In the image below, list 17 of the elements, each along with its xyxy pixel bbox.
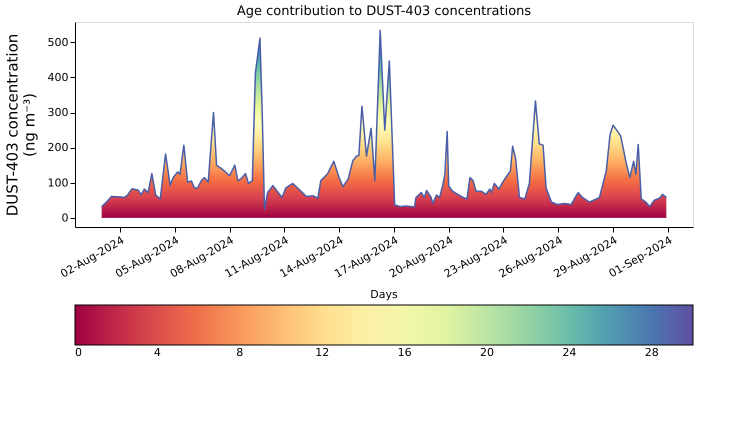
y-tick-label: 500 (48, 36, 68, 49)
color-bar-label: 24 (562, 346, 576, 359)
chart-title: Age contribution to DUST-403 concentrations (236, 4, 532, 19)
y-tick-label: 300 (48, 106, 68, 120)
y-tick-label: 200 (48, 141, 68, 154)
color-bar-label: 20 (480, 346, 494, 359)
y-tick-label: 0 (62, 211, 68, 224)
y-tick-label: 100 (48, 176, 68, 190)
color-bar-title: Days (370, 288, 398, 301)
color-bar-label: 8 (236, 346, 244, 359)
color-bar-label: 0 (75, 346, 82, 359)
color-bar-label: 16 (398, 346, 412, 359)
y-tick-label: 400 (48, 70, 68, 84)
color-bar-label: 28 (644, 346, 659, 359)
color-bar-label: 12 (315, 346, 330, 359)
color-bar-label: 4 (154, 346, 161, 359)
y-axis-title: DUST-403 concentration (ng m⁻³) (4, 34, 39, 216)
